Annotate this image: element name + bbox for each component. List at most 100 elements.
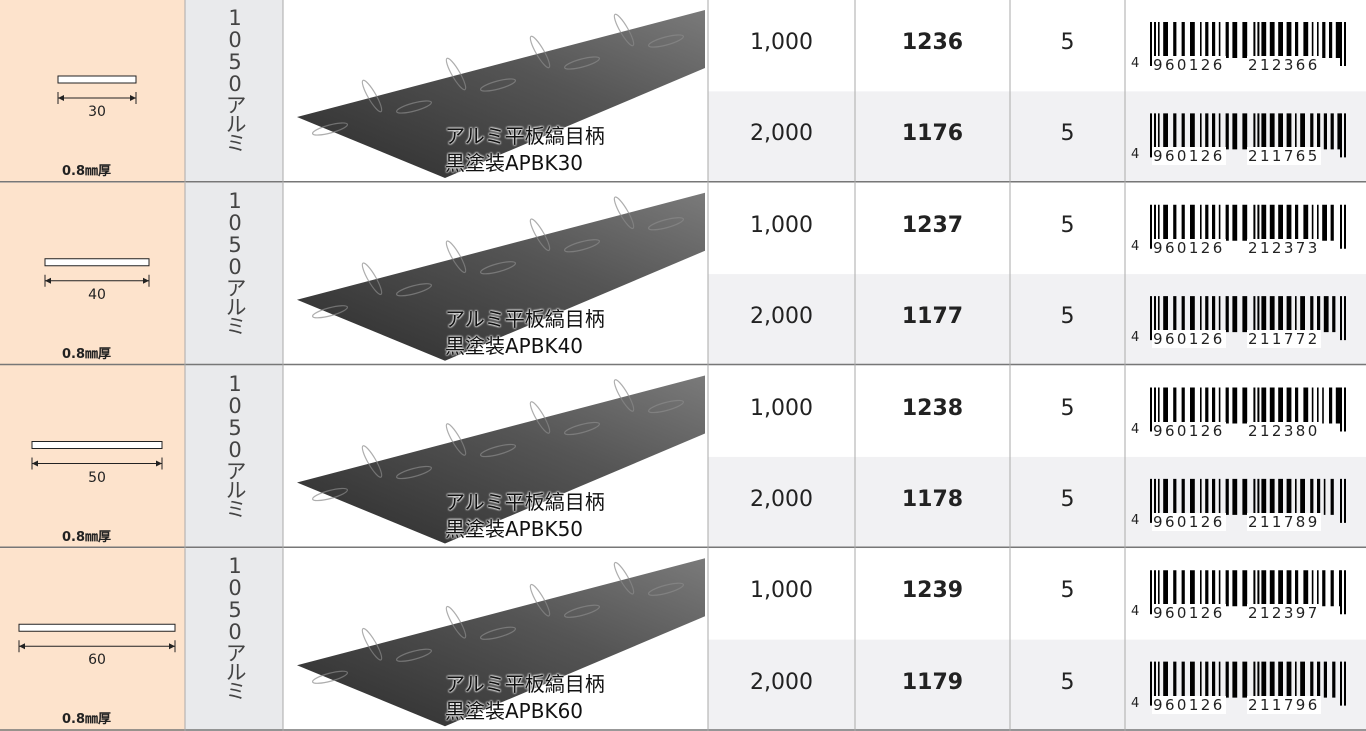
barcode-bar: [1303, 570, 1309, 607]
barcode-bar: [1257, 204, 1260, 249]
barcode-bar: [1154, 661, 1156, 706]
plate-pattern: [613, 196, 635, 230]
dim-arrow: [58, 95, 64, 101]
barcode-bar: [1317, 296, 1321, 333]
barcode-bar: [1200, 570, 1202, 607]
code: 1239: [901, 578, 964, 604]
profile-cell: [0, 548, 185, 731]
barcode-digit: 212373: [1247, 238, 1321, 257]
barcode-bar: [1218, 22, 1221, 58]
plate-pattern: [529, 401, 551, 434]
barcode-bar: [1329, 22, 1333, 58]
barcode-bar: [1173, 478, 1177, 515]
plate-pattern: [445, 240, 467, 274]
barcode-bar: [1253, 661, 1256, 706]
profile-bar: [44, 258, 150, 267]
barcode-bar: [1286, 387, 1292, 424]
barcode-digit: 212366: [1247, 56, 1321, 74]
barcode-bar: [1218, 113, 1221, 150]
barcode-digit: 212380: [1247, 421, 1321, 440]
barcode-bar: [1163, 478, 1168, 515]
barcode-bar: [1340, 387, 1342, 432]
barcode-bar: [1295, 22, 1299, 58]
quantity: 5: [1060, 578, 1075, 604]
length: 2,000: [750, 486, 813, 512]
product-name: アルミ平板縞目柄: [445, 124, 605, 148]
barcode-bar: [1300, 296, 1305, 333]
barcode-bar: [1253, 570, 1256, 615]
barcode-digit: 960126: [1152, 421, 1226, 440]
barcode-bar: [1295, 296, 1297, 333]
barcode-bar: [1317, 570, 1319, 607]
barcode-bar: [1269, 296, 1275, 333]
barcode-bar: [1232, 113, 1238, 150]
barcode-bar: [1344, 113, 1346, 158]
plate-pattern: [361, 79, 383, 113]
quantity: 5: [1060, 121, 1075, 147]
barcode-bar: [1154, 570, 1156, 615]
product-name: アルミ平板縞目柄: [445, 306, 605, 331]
barcode-bar: [1330, 204, 1334, 241]
barcode-bar: [1340, 570, 1342, 615]
barcode-bar: [1286, 113, 1292, 150]
barcode-bar: [1330, 570, 1334, 607]
variant-bg: [708, 274, 1366, 366]
barcode-bar: [1344, 387, 1346, 432]
plate-pattern: [529, 583, 551, 617]
barcode-bar: [1340, 113, 1342, 158]
material: 1050アルミ: [223, 6, 247, 151]
barcode-bar: [1163, 661, 1168, 698]
barcode-bar: [1242, 204, 1248, 241]
barcode-bar: [1150, 478, 1152, 523]
barcode-bar: [1323, 478, 1326, 515]
barcode-bar: [1340, 478, 1342, 523]
barcode-bar: [1253, 204, 1256, 249]
barcode-bar: [1323, 661, 1327, 698]
barcode-digit: 212397: [1247, 604, 1321, 623]
barcode-digit: 211789: [1247, 512, 1321, 531]
barcode-bar: [1173, 570, 1177, 607]
barcode-bar: [1212, 661, 1216, 698]
barcode-bar: [1340, 22, 1342, 66]
plate-pattern: [361, 445, 383, 478]
barcode-digit: 960126: [1152, 695, 1226, 714]
barcode-bar: [1278, 387, 1283, 424]
barcode-bar: [1322, 204, 1327, 241]
barcode-bar: [1225, 113, 1229, 150]
barcode-bar: [1278, 113, 1283, 150]
barcode-bar: [1317, 22, 1319, 58]
barcode-bar: [1257, 296, 1260, 341]
barcode-bar: [1311, 570, 1314, 607]
code: 1176: [901, 121, 964, 147]
barcode-bar: [1181, 22, 1185, 58]
barcode-bar: [1154, 478, 1156, 523]
barcode-bar: [1150, 387, 1152, 432]
code: 1236: [901, 30, 964, 55]
barcode-bar: [1269, 113, 1275, 150]
barcode-bar: [1322, 570, 1326, 607]
barcode-bar: [1181, 113, 1185, 150]
barcode-bar: [1317, 661, 1321, 698]
dim-arrow: [45, 277, 51, 284]
barcode-digit: 960126: [1152, 56, 1226, 74]
plate-pattern: [647, 582, 685, 596]
barcode-bar: [1190, 478, 1195, 515]
barcode-bar: [1339, 570, 1341, 607]
code: 1179: [901, 669, 964, 695]
material: 1050アルミ: [223, 188, 247, 334]
barcode-bar: [1269, 661, 1275, 698]
barcode-digit: 211765: [1247, 147, 1321, 166]
barcode-bar: [1158, 478, 1160, 515]
length: 1,000: [750, 395, 813, 421]
barcode-bar: [1242, 22, 1248, 58]
barcode-bar: [1257, 661, 1260, 706]
barcode-bar: [1200, 204, 1202, 241]
product-name: 黒塗装APBK30: [445, 151, 584, 175]
barcode-bar: [1212, 296, 1216, 333]
quantity: 5: [1060, 30, 1075, 55]
barcode-bar: [1225, 570, 1229, 607]
barcode-bar: [1317, 478, 1321, 515]
plate-pattern: [395, 648, 433, 662]
barcode-bar: [1344, 478, 1346, 523]
plate-pattern: [613, 13, 635, 47]
